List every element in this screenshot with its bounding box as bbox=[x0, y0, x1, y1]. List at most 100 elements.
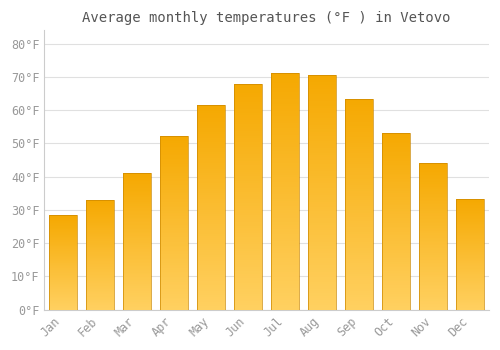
Bar bbox=[234, 181, 262, 183]
Bar bbox=[272, 196, 299, 198]
Bar bbox=[234, 167, 262, 169]
Bar bbox=[346, 204, 373, 206]
Bar bbox=[123, 266, 151, 267]
Bar bbox=[346, 122, 373, 124]
Bar bbox=[49, 271, 77, 272]
Bar bbox=[308, 82, 336, 85]
Bar bbox=[346, 200, 373, 202]
Bar bbox=[382, 285, 410, 287]
Bar bbox=[234, 163, 262, 165]
Bar bbox=[272, 80, 299, 83]
Bar bbox=[456, 278, 484, 279]
Bar bbox=[86, 299, 114, 300]
Bar bbox=[382, 287, 410, 288]
Bar bbox=[346, 274, 373, 276]
Bar bbox=[123, 193, 151, 195]
Bar bbox=[123, 258, 151, 259]
Bar bbox=[456, 301, 484, 302]
Bar bbox=[197, 136, 225, 138]
Bar bbox=[272, 125, 299, 128]
Bar bbox=[346, 234, 373, 236]
Bar bbox=[456, 250, 484, 251]
Bar bbox=[272, 191, 299, 194]
Bar bbox=[123, 277, 151, 278]
Bar bbox=[49, 247, 77, 248]
Bar bbox=[197, 109, 225, 111]
Bar bbox=[197, 132, 225, 134]
Bar bbox=[346, 99, 373, 101]
Bar bbox=[346, 118, 373, 120]
Bar bbox=[234, 296, 262, 299]
Bar bbox=[123, 178, 151, 180]
Bar bbox=[420, 273, 447, 274]
Bar bbox=[420, 172, 447, 173]
Bar bbox=[456, 306, 484, 308]
Bar bbox=[272, 177, 299, 180]
Bar bbox=[197, 203, 225, 205]
Bar bbox=[272, 94, 299, 97]
Bar bbox=[272, 92, 299, 95]
Bar bbox=[420, 168, 447, 169]
Bar bbox=[86, 298, 114, 299]
Bar bbox=[420, 187, 447, 188]
Bar bbox=[420, 166, 447, 168]
Bar bbox=[160, 187, 188, 188]
Bar bbox=[382, 135, 410, 136]
Bar bbox=[160, 148, 188, 150]
Bar bbox=[308, 178, 336, 181]
Bar bbox=[123, 185, 151, 187]
Bar bbox=[123, 210, 151, 211]
Bar bbox=[456, 203, 484, 204]
Bar bbox=[234, 145, 262, 147]
Bar bbox=[382, 258, 410, 260]
Bar bbox=[420, 194, 447, 195]
Bar bbox=[49, 281, 77, 282]
Bar bbox=[382, 216, 410, 218]
Bar bbox=[123, 229, 151, 230]
Bar bbox=[420, 231, 447, 232]
Bar bbox=[234, 124, 262, 127]
Bar bbox=[382, 140, 410, 142]
Bar bbox=[49, 276, 77, 278]
Bar bbox=[420, 274, 447, 276]
Bar bbox=[234, 147, 262, 149]
Bar bbox=[456, 275, 484, 276]
Bar bbox=[382, 172, 410, 174]
Bar bbox=[456, 282, 484, 283]
Bar bbox=[308, 251, 336, 253]
Bar bbox=[234, 244, 262, 246]
Bar bbox=[197, 244, 225, 246]
Bar bbox=[123, 292, 151, 293]
Bar bbox=[456, 221, 484, 222]
Bar bbox=[49, 245, 77, 246]
Bar bbox=[160, 138, 188, 140]
Bar bbox=[382, 181, 410, 182]
Bar bbox=[346, 147, 373, 149]
Bar bbox=[160, 162, 188, 164]
Bar bbox=[420, 204, 447, 205]
Bar bbox=[346, 116, 373, 118]
Bar bbox=[308, 122, 336, 125]
Bar bbox=[197, 283, 225, 285]
Bar bbox=[382, 250, 410, 251]
Bar bbox=[308, 104, 336, 106]
Bar bbox=[346, 132, 373, 134]
Bar bbox=[197, 298, 225, 300]
Bar bbox=[160, 299, 188, 301]
Bar bbox=[86, 304, 114, 305]
Bar bbox=[197, 183, 225, 185]
Bar bbox=[308, 158, 336, 160]
Bar bbox=[49, 240, 77, 241]
Bar bbox=[123, 274, 151, 275]
Bar bbox=[234, 154, 262, 156]
Bar bbox=[197, 254, 225, 257]
Bar bbox=[308, 99, 336, 101]
Bar bbox=[160, 174, 188, 176]
Bar bbox=[123, 255, 151, 256]
Bar bbox=[382, 274, 410, 276]
Bar bbox=[160, 245, 188, 247]
Bar bbox=[49, 250, 77, 251]
Bar bbox=[86, 208, 114, 209]
Bar bbox=[346, 208, 373, 210]
Bar bbox=[123, 241, 151, 243]
